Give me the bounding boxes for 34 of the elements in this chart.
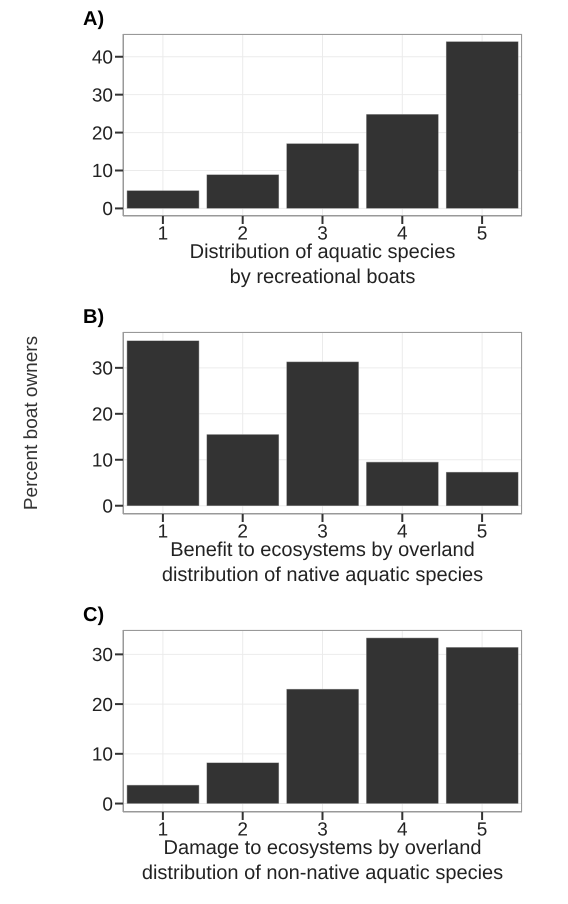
bar xyxy=(366,114,439,209)
y-tick-label: 10 xyxy=(92,744,113,766)
bar xyxy=(366,462,439,506)
y-tick-label: 0 xyxy=(102,199,113,220)
bar xyxy=(286,688,359,804)
bar xyxy=(446,41,518,209)
y-tick-label: 10 xyxy=(92,450,113,472)
x-tick-label: 5 xyxy=(476,223,488,244)
y-tick-label: 0 xyxy=(102,794,113,816)
bar xyxy=(206,762,280,804)
chart-title: B) xyxy=(83,306,104,329)
y-tick-label: 30 xyxy=(92,645,113,666)
y-tick-label: 30 xyxy=(92,358,113,380)
bar xyxy=(286,362,359,506)
y-tick-label: 10 xyxy=(92,161,113,182)
bar xyxy=(446,647,518,804)
bar xyxy=(126,340,200,506)
y-axis-title: Percent boat owners xyxy=(21,336,43,510)
chart-title: A) xyxy=(83,8,104,31)
x-tick-label: 1 xyxy=(158,223,168,244)
bar xyxy=(206,434,280,506)
y-tick-label: 30 xyxy=(92,85,113,106)
y-tick-label: 20 xyxy=(92,123,113,144)
y-tick-label: 40 xyxy=(92,47,113,68)
bar xyxy=(286,143,359,209)
chart-title: C) xyxy=(83,604,104,627)
bar xyxy=(446,472,518,506)
bar xyxy=(126,190,200,209)
bar xyxy=(366,638,439,804)
bar xyxy=(126,784,200,804)
y-tick-label: 20 xyxy=(92,404,113,426)
y-tick-label: 20 xyxy=(92,694,113,716)
bar xyxy=(206,174,280,209)
y-tick-label: 0 xyxy=(102,496,113,518)
